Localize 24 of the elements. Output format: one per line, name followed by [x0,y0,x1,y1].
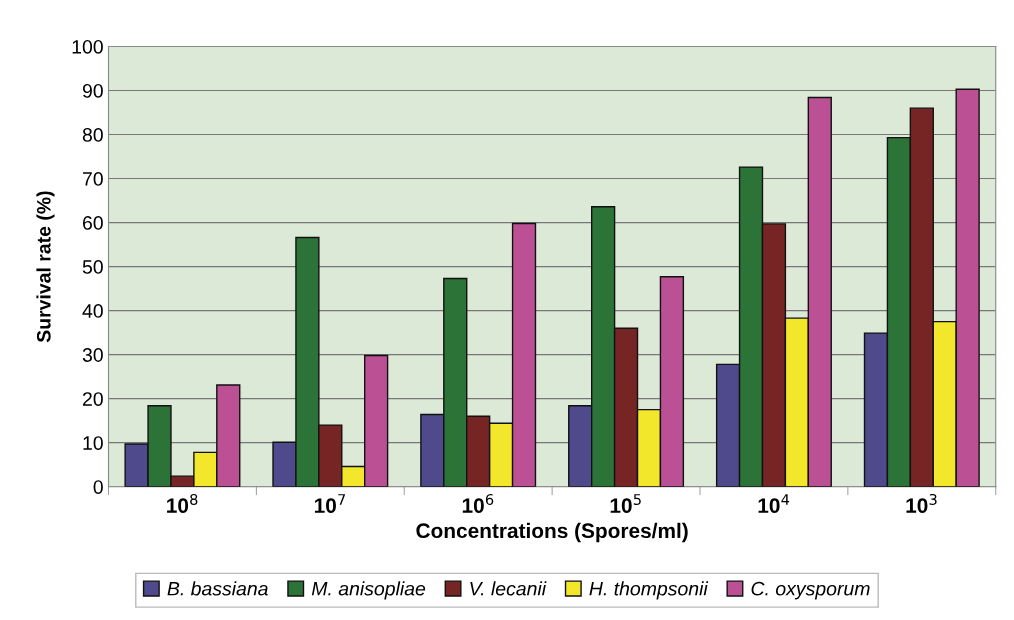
y-tick-label: 70 [83,172,103,186]
legend-label: M. anisopliae [311,581,426,600]
y-tick-label: 90 [82,83,103,98]
x-tick-label: 10$^{7}$ [314,494,346,513]
y-tick-label: 100 [72,39,103,54]
x-tick-label: 10$^{5}$ [610,494,641,513]
y-tick-label: 0 [93,480,103,494]
legend-label: V. lecanii [470,581,547,596]
legend-label: H. thompsonii [589,581,709,600]
x-tick-label: 10$^{4}$ [758,494,790,513]
y-tick-label: 10 [83,436,103,450]
y-tick-label: 20 [82,392,103,406]
y-tick-label: 40 [82,304,103,318]
legend-label: C. oxysporum [751,581,870,600]
legend-label: B. bassiana [167,581,268,596]
y-tick-label: 30 [82,348,103,362]
y-axis-title: Survival rate (%) [36,191,55,343]
x-tick-label: 10$^{6}$ [462,493,494,513]
y-tick-label: 80 [82,128,103,142]
x-tick-label: 10$^{3}$ [906,493,937,513]
x-tick-label: 10$^{8}$ [167,493,198,513]
x-axis-title: Concentrations (Spores/ml) [416,522,688,543]
y-tick-label: 50 [82,260,103,274]
y-tick-label: 60 [83,216,103,230]
